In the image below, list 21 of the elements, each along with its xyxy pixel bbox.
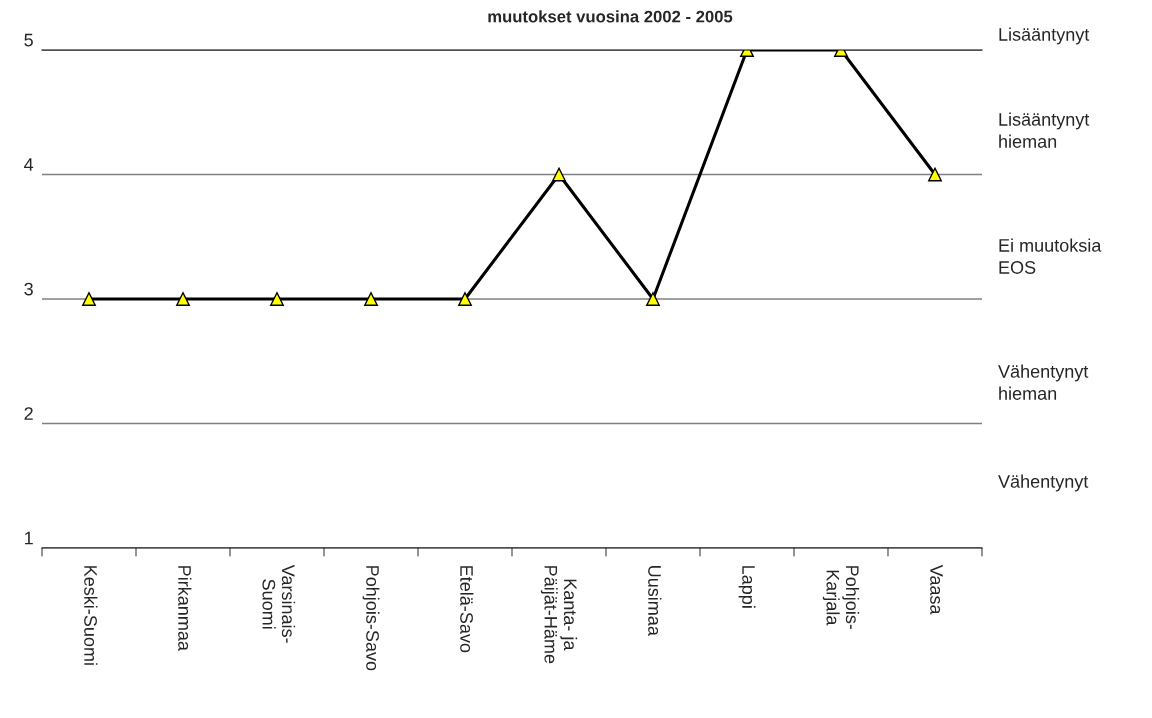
text: Vähentynyt hieman (998, 364, 1089, 400)
x-tick-label: Etelä-Savo (460, 566, 474, 653)
x-tick-label: Pohjois- Karjala (822, 566, 860, 630)
y-tick-label: 4 (24, 158, 34, 171)
text: Ei muutoksia EOS (999, 238, 1102, 274)
x-tick-label: Vaasa (930, 564, 943, 615)
x-tick-label: Pirkanmaa (178, 566, 192, 651)
x-tick-label: Uusimaa (648, 566, 662, 636)
x-tick-label: Varsinais- Suomi (262, 564, 296, 643)
y-tick-label: 1 (25, 531, 33, 545)
text: Lisääntynyt hieman (999, 112, 1090, 148)
y-tick-label: 2 (24, 407, 33, 420)
x-tick-label: Lappi (738, 566, 756, 608)
chart-title: muutokset vuosina 2002 - 2005 (488, 10, 733, 23)
y-tick-label: 5 (24, 33, 33, 47)
x-tick-label: Kanta- ja Päijät-Häme (540, 566, 578, 664)
x-tick-label: Pohjois-Savo (362, 566, 380, 671)
text: Lisääntynyt (999, 27, 1090, 45)
y-tick-label: 3 (24, 282, 33, 296)
text: Vähentynyt (998, 474, 1089, 492)
x-tick-label: Keski-Suomi (84, 566, 98, 665)
